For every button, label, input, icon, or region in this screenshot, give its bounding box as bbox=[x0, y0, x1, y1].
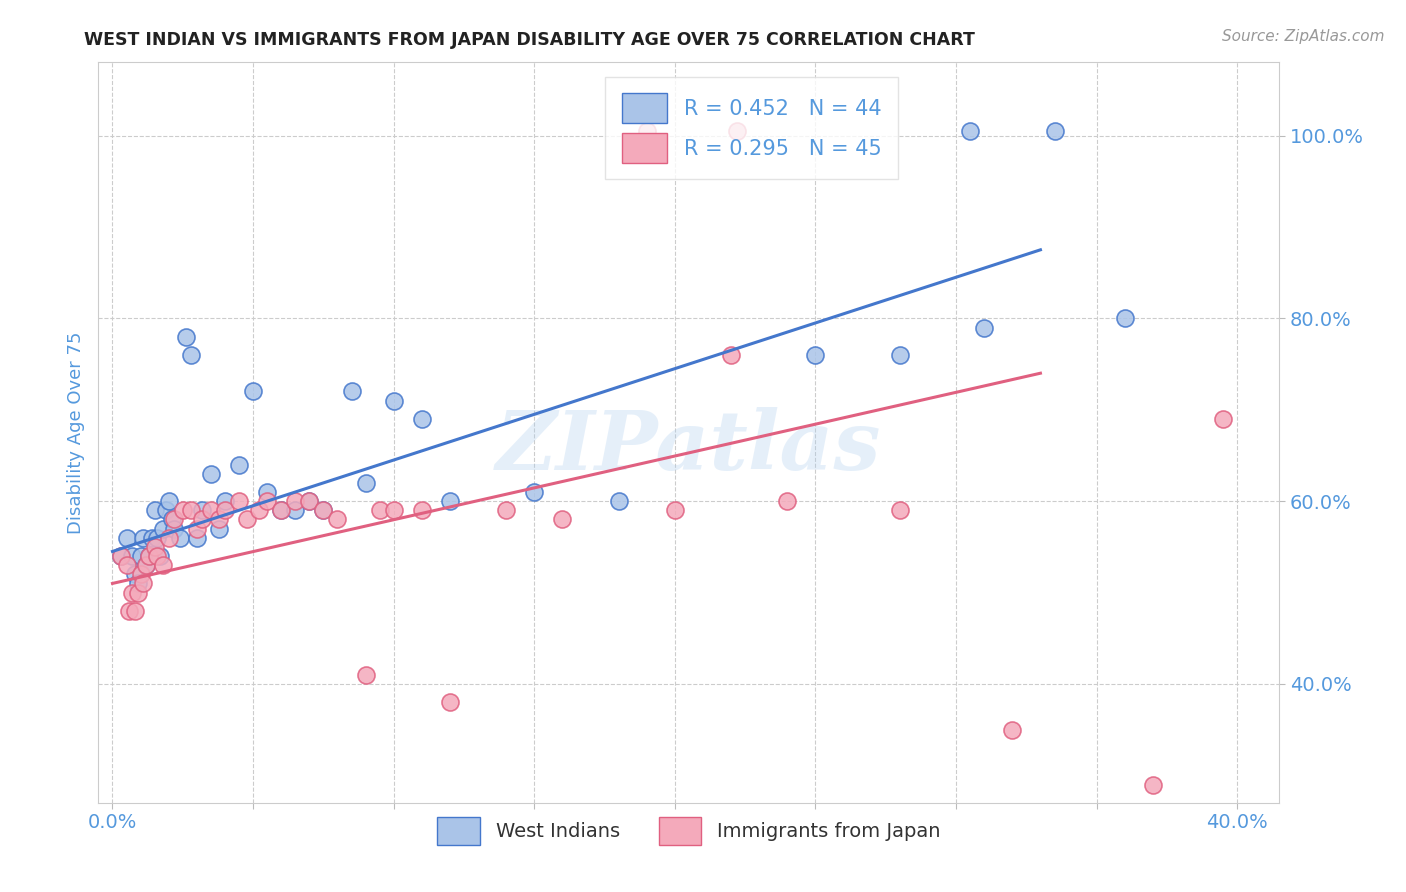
Point bbox=[1142, 778, 1164, 792]
Point bbox=[157, 531, 180, 545]
Point bbox=[186, 531, 208, 545]
Point bbox=[439, 695, 461, 709]
Legend: West Indians, Immigrants from Japan: West Indians, Immigrants from Japan bbox=[430, 809, 948, 853]
Point bbox=[256, 494, 278, 508]
Text: ZIPatlas: ZIPatlas bbox=[496, 408, 882, 487]
Point bbox=[411, 412, 433, 426]
Point bbox=[312, 503, 335, 517]
Point bbox=[236, 512, 259, 526]
Point bbox=[725, 124, 748, 138]
Point bbox=[174, 329, 197, 343]
Point bbox=[1043, 124, 1066, 138]
Point bbox=[129, 567, 152, 582]
Point bbox=[1001, 723, 1024, 737]
Point bbox=[110, 549, 132, 563]
Point bbox=[129, 549, 152, 563]
Point bbox=[959, 124, 981, 138]
Point bbox=[191, 512, 214, 526]
Point bbox=[368, 503, 391, 517]
Point bbox=[247, 503, 270, 517]
Point bbox=[115, 558, 138, 573]
Point bbox=[191, 503, 214, 517]
Point bbox=[157, 494, 180, 508]
Point bbox=[776, 494, 799, 508]
Point bbox=[124, 567, 146, 582]
Point bbox=[214, 503, 236, 517]
Point bbox=[495, 503, 517, 517]
Point bbox=[284, 503, 307, 517]
Point bbox=[169, 531, 191, 545]
Point bbox=[298, 494, 321, 508]
Point bbox=[889, 503, 911, 517]
Point bbox=[242, 384, 264, 399]
Point bbox=[551, 512, 574, 526]
Point bbox=[138, 549, 160, 563]
Point bbox=[138, 549, 160, 563]
Point bbox=[110, 549, 132, 563]
Point bbox=[228, 458, 250, 472]
Point bbox=[127, 576, 149, 591]
Point bbox=[180, 503, 202, 517]
Point bbox=[298, 494, 321, 508]
Point bbox=[382, 393, 405, 408]
Point bbox=[127, 585, 149, 599]
Text: Source: ZipAtlas.com: Source: ZipAtlas.com bbox=[1222, 29, 1385, 44]
Point bbox=[172, 503, 194, 517]
Point bbox=[664, 503, 686, 517]
Point bbox=[121, 549, 143, 563]
Point bbox=[214, 494, 236, 508]
Point bbox=[152, 558, 174, 573]
Point bbox=[354, 668, 377, 682]
Point bbox=[163, 512, 186, 526]
Point bbox=[163, 522, 186, 536]
Point bbox=[270, 503, 292, 517]
Point bbox=[132, 576, 155, 591]
Point bbox=[186, 522, 208, 536]
Point bbox=[208, 512, 231, 526]
Point bbox=[523, 485, 546, 500]
Point bbox=[382, 503, 405, 517]
Point bbox=[354, 475, 377, 490]
Point bbox=[200, 503, 222, 517]
Point bbox=[143, 540, 166, 554]
Point bbox=[180, 348, 202, 362]
Point bbox=[720, 348, 742, 362]
Point bbox=[889, 348, 911, 362]
Point bbox=[152, 522, 174, 536]
Point bbox=[146, 549, 169, 563]
Point bbox=[1114, 311, 1136, 326]
Point bbox=[135, 558, 157, 573]
Point bbox=[312, 503, 335, 517]
Point bbox=[284, 494, 307, 508]
Point bbox=[155, 503, 177, 517]
Point bbox=[118, 604, 141, 618]
Point bbox=[411, 503, 433, 517]
Point bbox=[973, 320, 995, 334]
Point bbox=[160, 512, 183, 526]
Point bbox=[270, 503, 292, 517]
Point bbox=[143, 503, 166, 517]
Point bbox=[124, 604, 146, 618]
Point bbox=[146, 531, 169, 545]
Point bbox=[804, 348, 827, 362]
Point bbox=[208, 522, 231, 536]
Point bbox=[135, 558, 157, 573]
Point bbox=[636, 124, 658, 138]
Point bbox=[121, 585, 143, 599]
Y-axis label: Disability Age Over 75: Disability Age Over 75 bbox=[66, 331, 84, 534]
Point bbox=[1212, 412, 1234, 426]
Point bbox=[200, 467, 222, 481]
Point bbox=[115, 531, 138, 545]
Text: WEST INDIAN VS IMMIGRANTS FROM JAPAN DISABILITY AGE OVER 75 CORRELATION CHART: WEST INDIAN VS IMMIGRANTS FROM JAPAN DIS… bbox=[84, 31, 976, 49]
Point bbox=[228, 494, 250, 508]
Point bbox=[439, 494, 461, 508]
Point bbox=[141, 531, 163, 545]
Point bbox=[340, 384, 363, 399]
Point bbox=[326, 512, 349, 526]
Point bbox=[132, 531, 155, 545]
Point bbox=[607, 494, 630, 508]
Point bbox=[149, 549, 172, 563]
Point bbox=[256, 485, 278, 500]
